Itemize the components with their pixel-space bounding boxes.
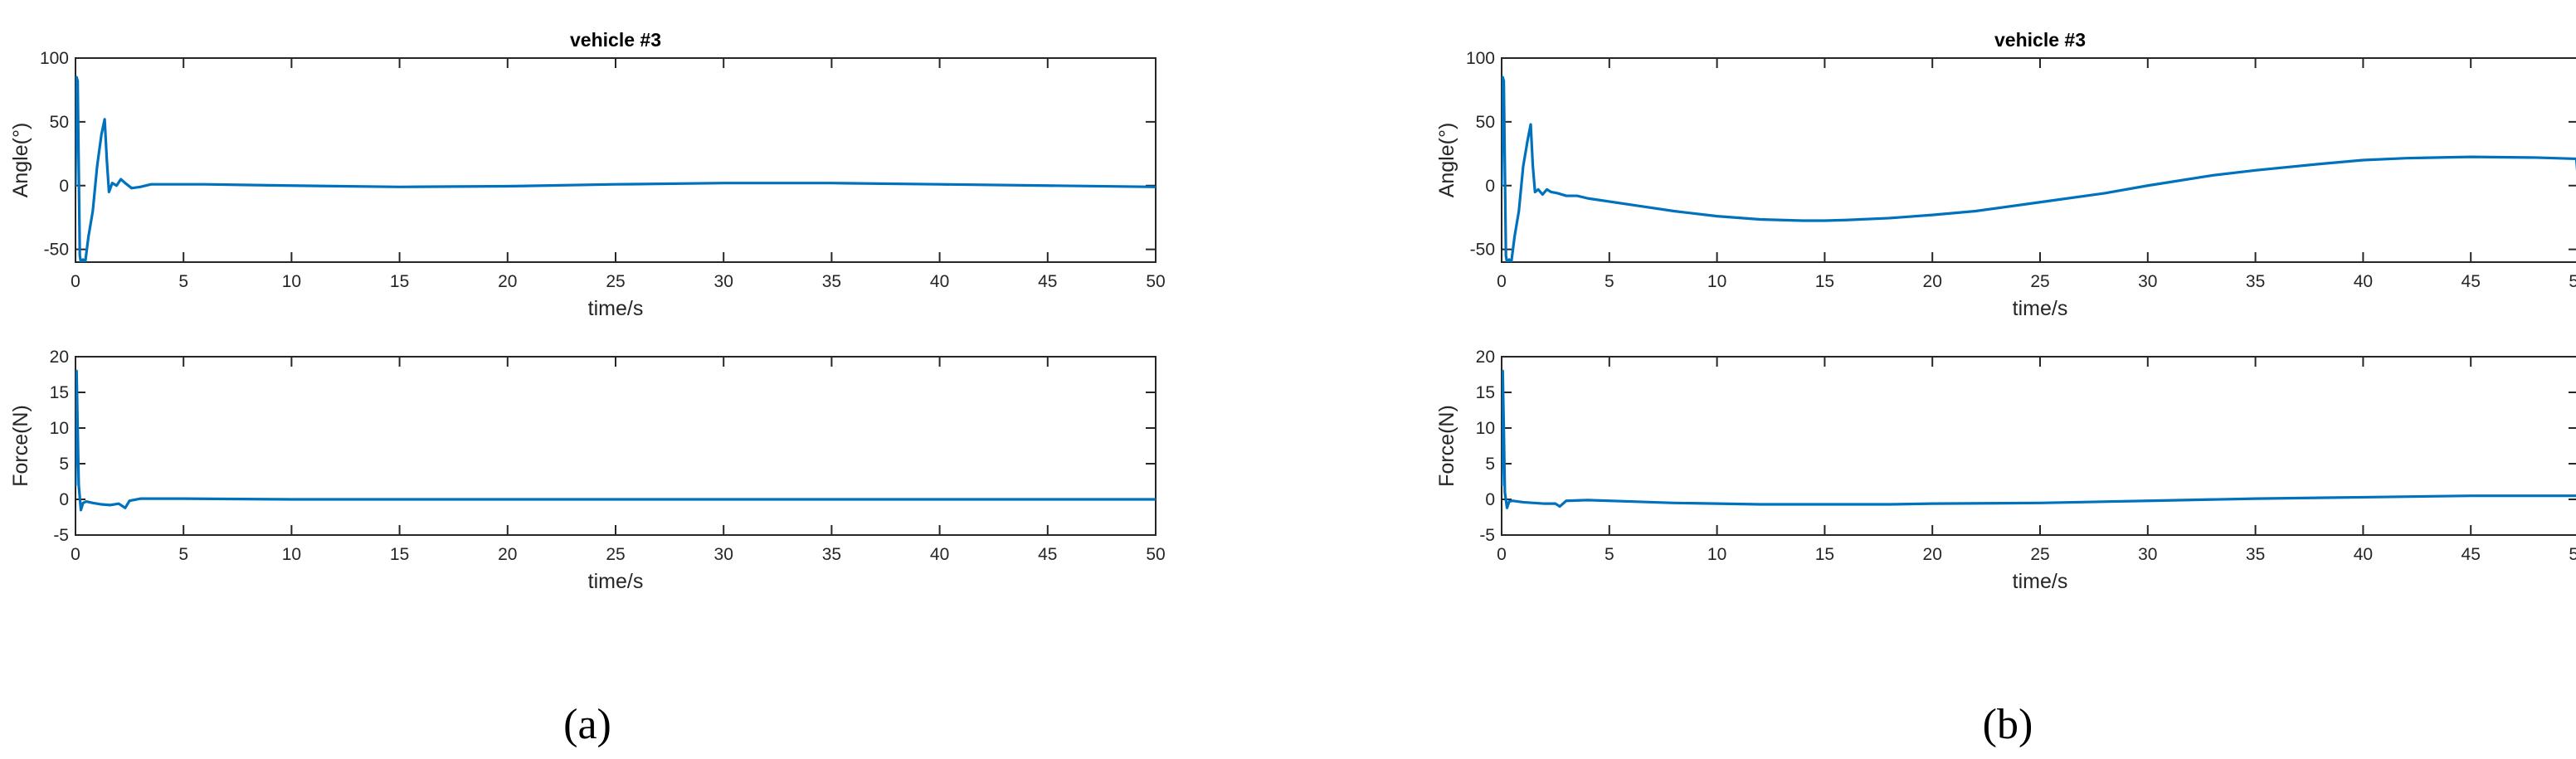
x-tick-label: 45 bbox=[1038, 545, 1057, 564]
chart-title: vehicle #3 bbox=[1994, 29, 2086, 51]
x-tick-label: 45 bbox=[1038, 272, 1057, 291]
x-tick-label: 30 bbox=[714, 272, 733, 291]
y-tick-label: -50 bbox=[1470, 241, 1495, 260]
y-tick-label: 20 bbox=[1476, 348, 1495, 367]
x-tick-label: 30 bbox=[2138, 272, 2157, 291]
x-tick-label: 15 bbox=[1815, 545, 1834, 564]
x-tick-label: 5 bbox=[1605, 545, 1614, 564]
x-tick-label: 50 bbox=[2569, 545, 2576, 564]
y-axis-label: Force(N) bbox=[9, 405, 32, 487]
x-tick-label: 45 bbox=[2462, 545, 2481, 564]
x-tick-label: 40 bbox=[930, 272, 949, 291]
y-tick-label: 0 bbox=[1485, 490, 1495, 509]
y-tick-label: 5 bbox=[59, 455, 69, 474]
angle-plot-b: 05101520253035404550-50050100time/sAngle… bbox=[1435, 29, 2576, 320]
force-plot-a: 0 5 10 15 20 25 30 35 40 45 50-505101520time/sForc… bbox=[9, 348, 1166, 593]
x-axis-label: time/s bbox=[2013, 570, 2068, 593]
y-tick-label: 20 bbox=[50, 348, 69, 367]
x-tick-label: 10 bbox=[282, 272, 301, 291]
x-tick-label: 0 bbox=[71, 272, 80, 291]
x-tick-label: 35 bbox=[822, 545, 841, 564]
x-tick-label: 10 bbox=[282, 545, 301, 564]
y-tick-label: 50 bbox=[1476, 113, 1495, 132]
x-axis-label: time/s bbox=[588, 297, 644, 320]
x-tick-label: 20 bbox=[1923, 545, 1942, 564]
x-tick-label: 40 bbox=[2354, 545, 2373, 564]
chart-title: vehicle #3 bbox=[570, 29, 661, 51]
x-tick-label: 10 bbox=[1707, 545, 1726, 564]
series-line bbox=[75, 369, 1156, 512]
x-tick-label: 30 bbox=[714, 545, 733, 564]
y-tick-label: 100 bbox=[1466, 49, 1495, 68]
x-tick-label: 40 bbox=[2354, 272, 2373, 291]
x-tick-label: 15 bbox=[390, 272, 409, 291]
force-plot-b: 05101520253035404550-505101520time/sForc… bbox=[1435, 348, 2576, 593]
y-tick-label: 0 bbox=[59, 177, 69, 196]
y-tick-label: 100 bbox=[40, 49, 69, 68]
x-axis-label: time/s bbox=[588, 570, 644, 593]
x-axis-label: time/s bbox=[2013, 297, 2068, 320]
y-tick-label: 0 bbox=[59, 490, 69, 509]
panel-caption-a: (a) bbox=[563, 701, 611, 748]
x-tick-label: 35 bbox=[2246, 545, 2265, 564]
x-tick-label: 35 bbox=[822, 272, 841, 291]
x-tick-label: 25 bbox=[2030, 545, 2049, 564]
y-tick-label: 15 bbox=[1476, 383, 1495, 402]
x-tick-label: 25 bbox=[606, 272, 625, 291]
x-tick-label: 5 bbox=[178, 545, 188, 564]
y-tick-label: -50 bbox=[44, 241, 69, 260]
x-tick-label: 25 bbox=[606, 545, 625, 564]
x-tick-label: 0 bbox=[1497, 545, 1507, 564]
y-axis-label: Angle(°) bbox=[1435, 123, 1458, 198]
angle-plot-a: 0 5 10 15 20 25 30 35 40 45 50-50050100time/sAngle… bbox=[9, 29, 1166, 320]
x-tick-label: 15 bbox=[390, 545, 409, 564]
x-tick-label: 5 bbox=[1605, 272, 1614, 291]
x-tick-label: 30 bbox=[2138, 545, 2157, 564]
y-tick-label: 5 bbox=[1485, 455, 1495, 474]
x-tick-label: 20 bbox=[1923, 272, 1942, 291]
x-tick-label: 40 bbox=[930, 545, 949, 564]
x-tick-label: 5 bbox=[178, 272, 188, 291]
panel-caption-b: (b) bbox=[1983, 701, 2033, 748]
y-axis-label: Force(N) bbox=[1435, 405, 1458, 487]
x-tick-label: 15 bbox=[1815, 272, 1834, 291]
x-tick-label: 50 bbox=[2569, 272, 2576, 291]
series-line bbox=[75, 75, 1156, 262]
x-tick-label: 0 bbox=[71, 545, 80, 564]
x-tick-label: 35 bbox=[2246, 272, 2265, 291]
y-tick-label: 10 bbox=[1476, 419, 1495, 438]
x-tick-label: 50 bbox=[1146, 545, 1165, 564]
y-tick-label: -5 bbox=[53, 526, 69, 545]
x-tick-label: 20 bbox=[498, 272, 517, 291]
series-line bbox=[1502, 369, 2576, 509]
y-axis-label: Angle(°) bbox=[9, 123, 32, 198]
x-tick-label: 45 bbox=[2462, 272, 2481, 291]
y-tick-label: 15 bbox=[50, 383, 69, 402]
x-tick-label: 20 bbox=[498, 545, 517, 564]
x-tick-label: 0 bbox=[1497, 272, 1507, 291]
x-tick-label: 50 bbox=[1146, 272, 1165, 291]
y-tick-label: 50 bbox=[50, 113, 69, 132]
x-tick-label: 25 bbox=[2030, 272, 2049, 291]
y-tick-label: -5 bbox=[1479, 526, 1495, 545]
x-tick-label: 10 bbox=[1707, 272, 1726, 291]
series-line bbox=[1502, 75, 2576, 262]
y-tick-label: 0 bbox=[1485, 177, 1495, 196]
y-tick-label: 10 bbox=[50, 419, 69, 438]
